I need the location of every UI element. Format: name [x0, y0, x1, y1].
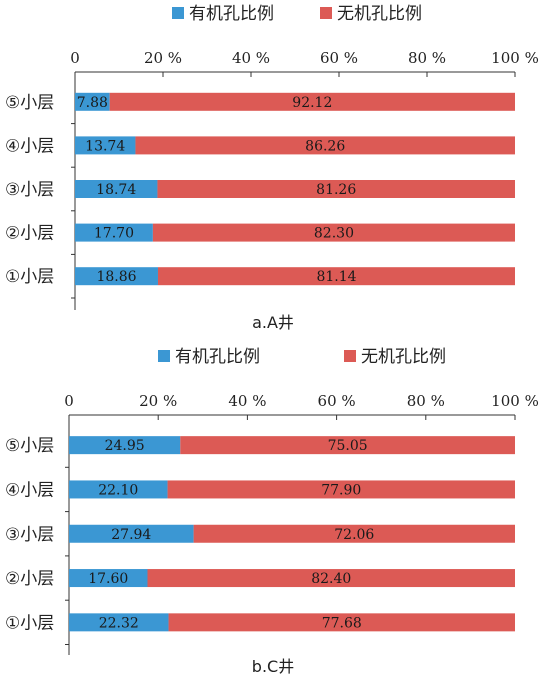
data-label-organic: 17.60 — [88, 571, 128, 587]
x-tick-label: 40 % — [228, 392, 266, 410]
x-tick-label: 80 % — [407, 392, 445, 410]
x-tick-label: 0 — [70, 49, 80, 67]
x-tick-label: 0 — [64, 392, 74, 410]
bar-segment-organic — [75, 223, 153, 242]
bar-segment-inorganic — [152, 223, 515, 242]
data-label-organic: 18.74 — [96, 182, 136, 198]
bar-segment-inorganic — [135, 136, 515, 155]
data-label-organic: 13.74 — [85, 138, 125, 154]
bar-segment-inorganic — [157, 267, 515, 286]
data-label-inorganic: 92.12 — [292, 95, 332, 111]
legend-label-inorganic: 无机孔比例 — [361, 347, 446, 367]
bar-segment-inorganic — [157, 180, 515, 198]
legend-label-organic: 有机孔比例 — [175, 347, 260, 367]
bar-segment-organic — [75, 136, 136, 155]
legend-swatch-organic — [158, 350, 170, 362]
x-tick-label: 60 % — [318, 392, 356, 410]
category-label: ①小层 — [5, 613, 54, 633]
data-label-inorganic: 77.68 — [322, 615, 362, 631]
chart-a: 有机孔比例 无机孔比例 0 20 % 40 % 60 % 80 % 100 % ⑤小层 7.88 9… — [5, 4, 539, 332]
chart-caption: a.A井 — [252, 313, 294, 332]
category-label: ③小层 — [5, 525, 54, 545]
category-label: ⑤小层 — [5, 93, 54, 113]
bar-segment-inorganic — [147, 569, 515, 588]
data-label-inorganic: 86.26 — [305, 138, 345, 154]
bar-segment-organic — [69, 613, 169, 632]
bar-segment-organic — [75, 180, 158, 198]
x-tick-label: 20 % — [139, 392, 177, 410]
category-label: ⑤小层 — [5, 436, 54, 456]
bar-segment-organic — [75, 267, 158, 286]
data-label-organic: 22.32 — [99, 615, 139, 631]
x-tick-label: 20 % — [144, 49, 182, 67]
data-label-organic: 17.70 — [94, 226, 134, 242]
data-label-inorganic: 82.30 — [314, 226, 354, 242]
category-label: ④小层 — [5, 136, 54, 156]
data-label-inorganic: 77.90 — [321, 482, 361, 498]
chart-caption: b.C井 — [252, 657, 294, 676]
bar-segment-inorganic — [180, 436, 516, 455]
bar-segment-organic — [69, 480, 168, 499]
data-label-inorganic: 82.40 — [311, 571, 351, 587]
category-label: ②小层 — [5, 569, 54, 589]
bar-segment-inorganic — [167, 480, 516, 499]
data-label-organic: 7.88 — [77, 95, 108, 111]
x-tick-label: 100 % — [491, 392, 539, 410]
x-tick-label: 60 % — [320, 49, 358, 67]
bar-segment-inorganic — [168, 613, 516, 632]
data-label-organic: 22.10 — [98, 482, 138, 498]
data-label-organic: 24.95 — [105, 438, 145, 454]
bar-segment-inorganic — [193, 524, 515, 543]
data-label-inorganic: 72.06 — [334, 527, 374, 543]
data-label-organic: 18.86 — [96, 269, 136, 285]
data-label-inorganic: 81.14 — [316, 269, 356, 285]
data-label-organic: 27.94 — [111, 527, 151, 543]
x-tick-label: 100 % — [491, 49, 539, 67]
bar-segment-organic — [69, 569, 148, 588]
x-tick-label: 80 % — [408, 49, 446, 67]
category-label: ④小层 — [5, 480, 54, 500]
data-label-inorganic: 81.26 — [316, 182, 356, 198]
category-label: ②小层 — [5, 224, 54, 244]
bar-segment-organic — [75, 92, 110, 111]
x-tick-label: 40 % — [232, 49, 270, 67]
legend-swatch-organic — [172, 7, 184, 19]
legend-swatch-inorganic — [344, 350, 356, 362]
legend-label-inorganic: 无机孔比例 — [337, 4, 422, 24]
bar-segment-organic — [69, 524, 194, 543]
category-label: ①小层 — [5, 267, 54, 287]
category-label: ③小层 — [5, 180, 54, 200]
bar-segment-organic — [69, 436, 181, 455]
chart-b: 有机孔比例 无机孔比例 0 20 % 40 % 60 % 80 % 100 % ⑤小层 24.95… — [5, 347, 539, 676]
data-label-inorganic: 75.05 — [328, 438, 368, 454]
legend-label-organic: 有机孔比例 — [189, 4, 274, 24]
legend-swatch-inorganic — [320, 7, 332, 19]
bar-segment-inorganic — [109, 92, 515, 111]
